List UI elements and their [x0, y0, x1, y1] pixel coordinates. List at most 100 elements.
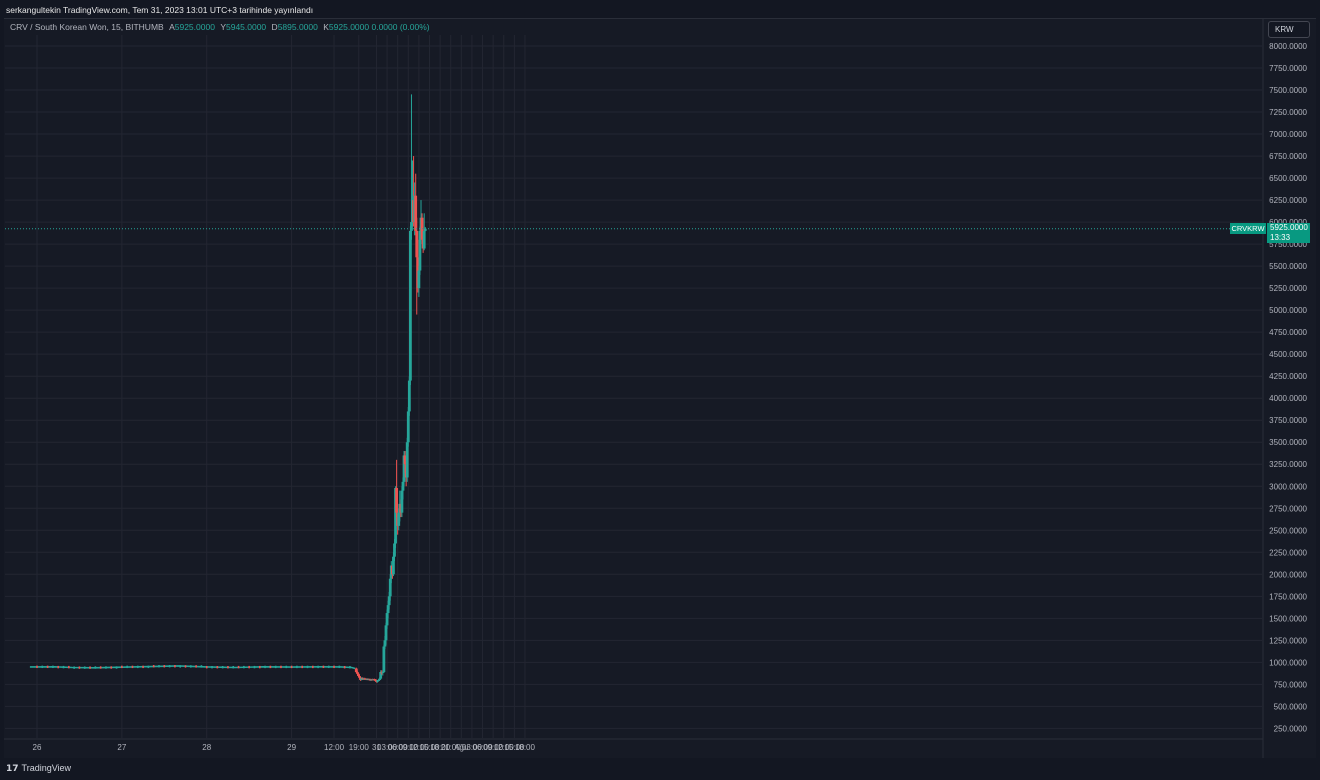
bar-countdown: 13:33 [1270, 233, 1291, 242]
x-tick-label: 03:00 [377, 743, 398, 752]
y-tick-label: 2500.0000 [1269, 526, 1307, 535]
publish-note: serkangultekin TradingView.com, Tem 31, … [6, 5, 314, 15]
tradingview-brand[interactable]: 17 TradingView [6, 763, 71, 774]
mini-candle [237, 665, 240, 669]
high-value: 5945.0000 [225, 22, 267, 32]
y-tick-label: 6250.0000 [1269, 196, 1307, 205]
y-tick-label: 2750.0000 [1269, 504, 1307, 513]
tradingview-logo-icon: 17 [6, 764, 19, 774]
symbol-legend: CRV / South Korean Won, 15, BITHUMB A592… [10, 22, 430, 32]
candle-body [372, 679, 376, 681]
mini-candle [349, 665, 351, 669]
x-tick-label: 09:00 [398, 743, 419, 752]
candle-body [407, 380, 411, 412]
candle-body [357, 673, 360, 676]
x-tick-label: 26 [33, 743, 42, 752]
mini-candle [306, 665, 309, 669]
mini-candle [243, 665, 245, 669]
y-tick-label: 1500.0000 [1269, 614, 1307, 623]
candle-body [415, 230, 419, 258]
y-tick-label: 5750.0000 [1269, 240, 1307, 249]
y-tick-label: 3750.0000 [1269, 416, 1307, 425]
mini-candle [211, 665, 213, 669]
candle-body [414, 195, 418, 231]
brand-name: TradingView [21, 763, 72, 773]
candle-body [377, 679, 380, 681]
mini-candle [227, 665, 229, 669]
y-tick-label: 250.0000 [1274, 724, 1308, 733]
last-price-tag: 5925.0000 13:33 [1267, 223, 1310, 243]
x-tick-label: 15:00 [419, 743, 440, 752]
mini-candle [147, 665, 150, 669]
mini-candle [131, 665, 134, 669]
candle-body [417, 270, 421, 289]
x-tick-label: 18:00 [430, 743, 451, 752]
mini-candle [94, 666, 97, 669]
y-tick-label: 2250.0000 [1269, 548, 1307, 557]
y-tick-label: 6750.0000 [1269, 152, 1307, 161]
x-tick-label: 12:00 [494, 743, 515, 752]
y-tick-label: 1250.0000 [1269, 636, 1307, 645]
candle-body [409, 230, 412, 381]
candle-body [385, 613, 389, 626]
candle-body [406, 411, 410, 443]
mini-candle [142, 665, 144, 669]
close-label: K [323, 22, 329, 32]
candle-body [384, 625, 388, 641]
mini-candle [174, 665, 176, 668]
mini-candle [200, 665, 203, 668]
mini-candle [205, 665, 208, 669]
mini-candle [258, 665, 261, 669]
x-tick-label: 06:00 [473, 743, 494, 752]
y-tick-label: 1750.0000 [1269, 592, 1307, 601]
y-tick-label: 2000.0000 [1269, 570, 1307, 579]
top-bar: serkangultekin TradingView.com, Tem 31, … [0, 0, 1320, 20]
mini-candle [163, 665, 166, 668]
candle-body [382, 646, 386, 673]
mini-candle [105, 666, 107, 669]
candle-body [388, 578, 392, 597]
chart-pane[interactable] [4, 18, 1316, 759]
mini-candle [317, 665, 319, 669]
mini-candle [121, 665, 123, 669]
y-tick-label: 500.0000 [1274, 702, 1308, 711]
mini-candle [126, 665, 128, 669]
candle-body [378, 678, 382, 680]
symbol-title: CRV / South Korean Won, 15, BITHUMB [10, 22, 164, 32]
mini-candle [232, 665, 235, 669]
y-tick-label: 1000.0000 [1269, 658, 1307, 667]
mini-candle [322, 665, 325, 669]
currency-button[interactable]: KRW [1268, 21, 1310, 38]
x-tick-label: 27 [117, 743, 126, 752]
last-price-value: 5925.0000 [1270, 223, 1308, 232]
mini-candle [41, 665, 44, 669]
close-value: 5925.0000 [328, 22, 370, 32]
mini-candle [99, 666, 102, 669]
candle-body [392, 556, 395, 575]
x-tick-label: 31 [372, 743, 381, 752]
x-tick-label: 15:00 [504, 743, 525, 752]
candle-body [358, 675, 361, 678]
mini-candle [216, 665, 219, 669]
mini-candle [221, 665, 224, 669]
mini-candle [36, 665, 38, 669]
y-tick-label: 3000.0000 [1269, 482, 1307, 491]
mini-candle [89, 666, 91, 669]
y-tick-label: 7250.0000 [1269, 108, 1307, 117]
mini-candle [248, 665, 250, 669]
open-value: 5925.0000 [174, 22, 215, 32]
y-tick-label: 7750.0000 [1269, 64, 1307, 73]
y-tick-label: 4500.0000 [1269, 350, 1307, 359]
mini-candle [195, 665, 197, 668]
mini-candle [46, 665, 49, 669]
high-label: Y [220, 22, 226, 32]
low-label: D [271, 22, 278, 32]
x-tick-label: 18:00 [515, 743, 536, 752]
mini-candle [115, 666, 118, 669]
mini-candle [333, 665, 335, 669]
y-tick-label: 8000.0000 [1269, 42, 1307, 51]
mini-candle [179, 665, 182, 668]
candle-body [393, 543, 396, 557]
open-label: A [169, 22, 175, 32]
